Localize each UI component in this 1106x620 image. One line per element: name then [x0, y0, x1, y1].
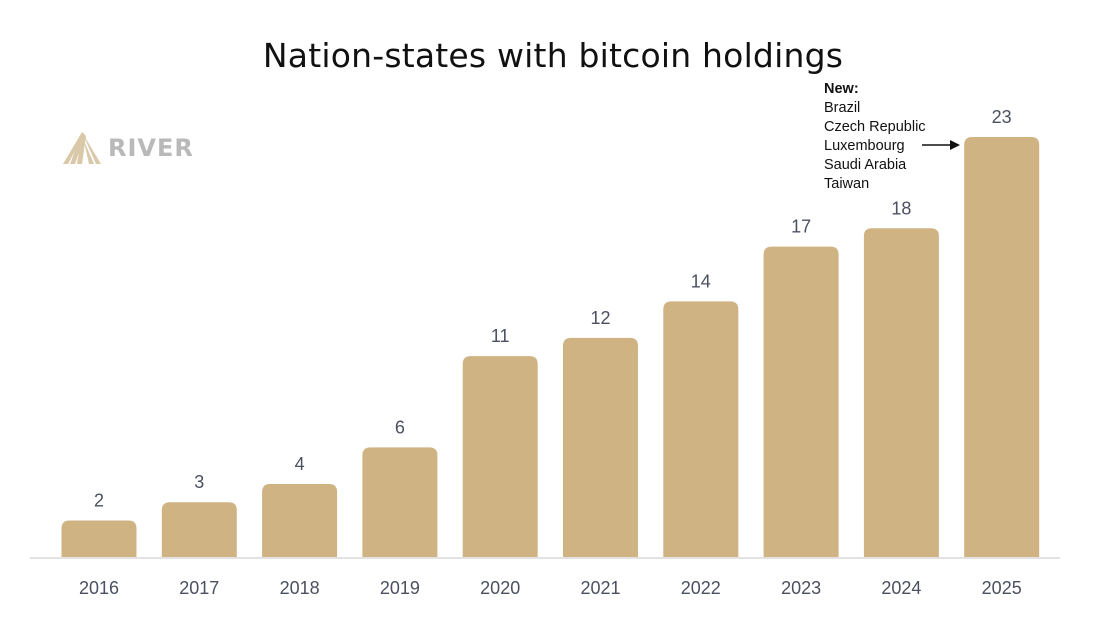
bar-2020 — [462, 356, 538, 557]
chart-title: Nation-states with bitcoin holdings — [262, 36, 844, 75]
x-tick-label-2016: 2016 — [79, 578, 119, 598]
value-label-2023: 17 — [791, 217, 811, 237]
bar-2023 — [763, 246, 839, 557]
annotation-heading: New: — [824, 81, 859, 97]
value-label-2018: 4 — [295, 454, 305, 474]
value-label-2020: 11 — [491, 326, 510, 346]
annotation-country: Czech Republic — [824, 119, 926, 135]
x-tick-label-2022: 2022 — [681, 578, 721, 598]
river-logo-text: RIVER — [108, 134, 194, 162]
bar-2018 — [262, 483, 338, 557]
bar-2016 — [61, 520, 137, 557]
value-label-2022: 14 — [691, 271, 711, 291]
annotation-country: Brazil — [824, 100, 861, 116]
annotation-country: Saudi Arabia — [824, 157, 907, 173]
x-tick-label-2019: 2019 — [380, 578, 420, 598]
annotation-country: Taiwan — [824, 176, 870, 192]
bar-2022 — [663, 301, 739, 557]
value-label-2017: 3 — [194, 472, 204, 492]
x-tick-label-2021: 2021 — [580, 578, 620, 598]
bar-2021 — [563, 337, 638, 557]
x-tick-label-2020: 2020 — [480, 578, 520, 598]
x-tick-label-2025: 2025 — [982, 578, 1022, 598]
annotation-new-countries: New: Brazil Czech Republic Luxembourg Sa… — [824, 80, 926, 194]
bar-2019 — [362, 447, 438, 557]
bar-2017 — [161, 502, 237, 557]
x-tick-label-2023: 2023 — [781, 578, 821, 598]
annotation-country: Luxembourg — [824, 138, 905, 154]
value-label-2025: 23 — [992, 107, 1012, 127]
river-logo: RIVER — [62, 128, 194, 168]
value-label-2021: 12 — [590, 308, 610, 328]
x-tick-label-2024: 2024 — [881, 578, 921, 598]
x-tick-label-2018: 2018 — [280, 578, 320, 598]
annotation-arrow — [922, 140, 960, 150]
value-label-2016: 2 — [94, 490, 104, 510]
value-label-2019: 6 — [395, 417, 405, 437]
river-logo-icon — [63, 132, 101, 164]
value-label-2024: 18 — [891, 198, 911, 218]
bar-2024 — [863, 228, 939, 557]
bar-2025 — [964, 137, 1040, 557]
x-tick-label-2017: 2017 — [179, 578, 219, 598]
